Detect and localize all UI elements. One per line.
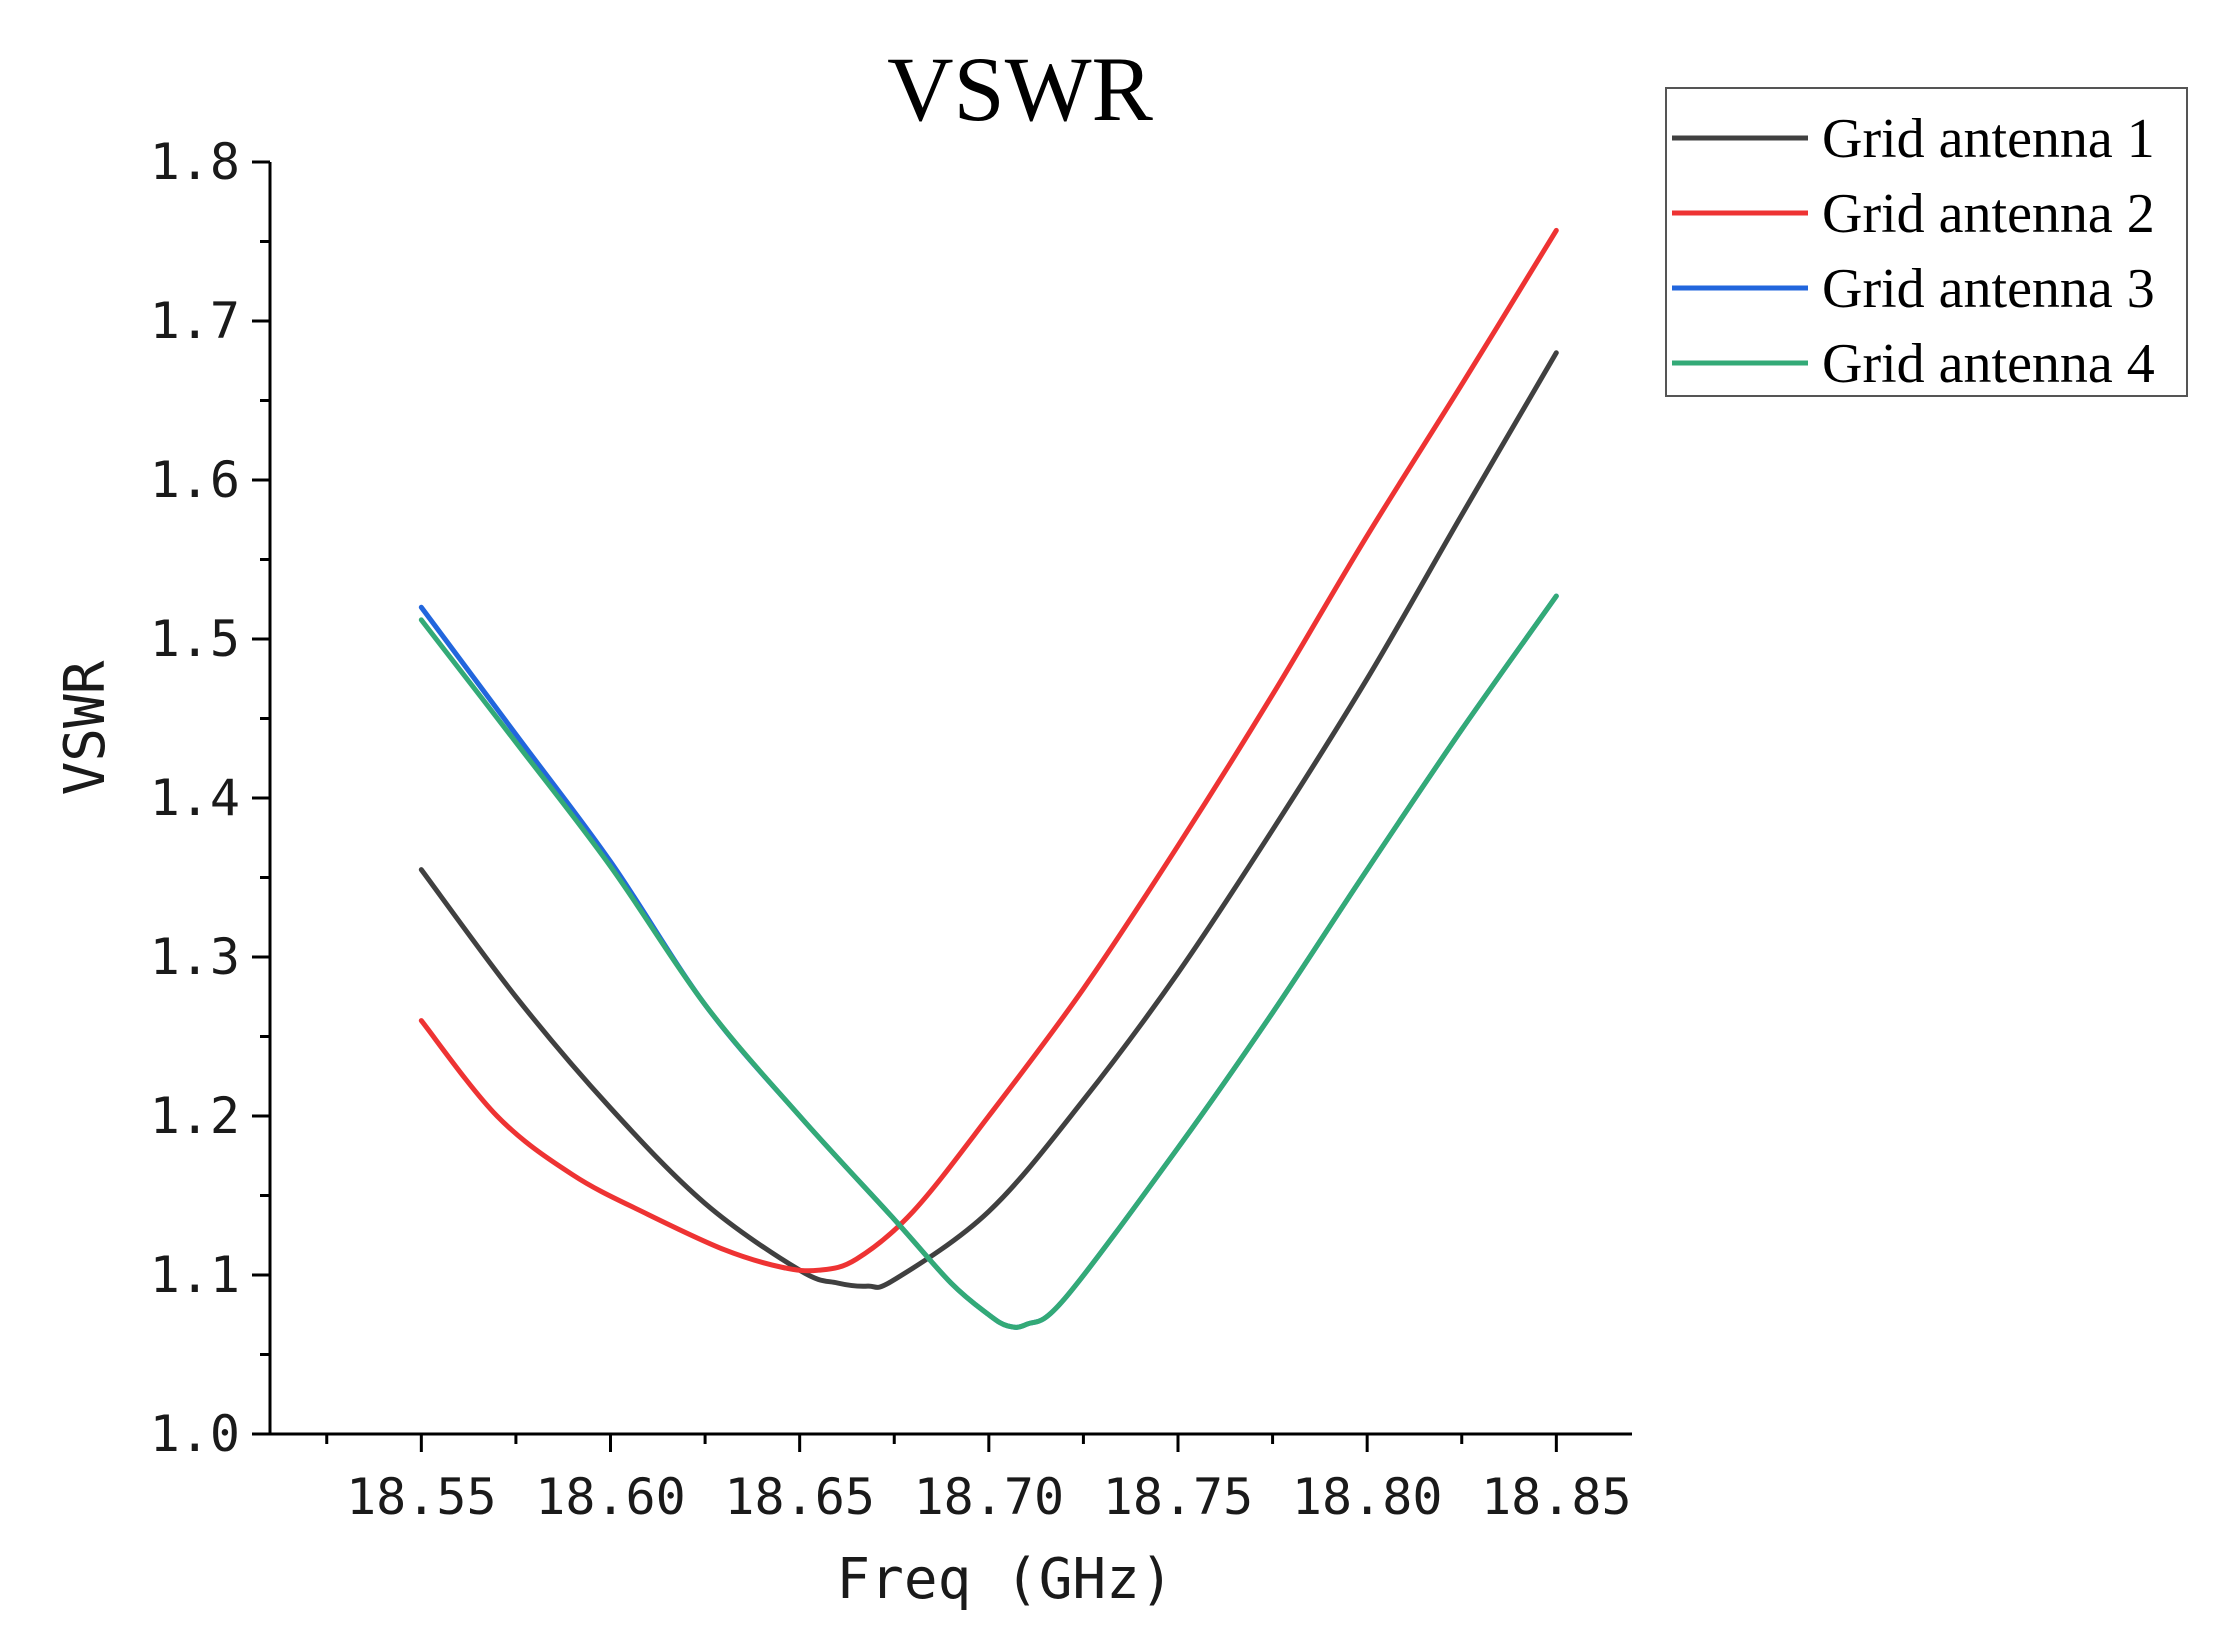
x-tick-label: 18.85 — [1481, 1468, 1632, 1526]
y-tick-label: 1.2 — [150, 1087, 240, 1145]
y-ticks: 1.0 1.1 1.2 1.3 1.4 1.5 1.6 1.7 1.8 — [150, 133, 270, 1463]
x-tick-label: 18.65 — [724, 1468, 875, 1526]
series-line-grid-antenna-2 — [418, 227, 1559, 1274]
chart-title: VSWR — [887, 38, 1153, 140]
x-tick-label: 18.80 — [1292, 1468, 1443, 1526]
x-tick-label: 18.55 — [346, 1468, 497, 1526]
legend-items: Grid antenna 1 Grid antenna 2 Grid antenna… — [1672, 108, 2155, 395]
x-axis-title: Freq (GHz) — [836, 1547, 1173, 1612]
legend-label: Grid antenna 2 — [1822, 183, 2155, 245]
x-tick-label: 18.70 — [914, 1468, 1065, 1526]
x-ticks: 18.55 18.60 18.65 18.70 18.75 18.80 18.85 — [325, 1434, 1632, 1526]
legend: Grid antenna 1 Grid antenna 2 Grid antenna… — [1665, 87, 2188, 397]
x-tick-label: 18.60 — [535, 1468, 686, 1526]
legend-label: Grid antenna 3 — [1822, 258, 2155, 320]
series-group — [418, 227, 1559, 1330]
y-tick-label: 1.5 — [150, 610, 240, 668]
legend-label: Grid antenna 1 — [1822, 108, 2155, 170]
series-line-grid-antenna-3 — [418, 593, 1559, 1330]
series-line-grid-antenna-4 — [418, 593, 1559, 1330]
x-tick-label: 18.75 — [1103, 1468, 1254, 1526]
y-tick-label: 1.8 — [150, 133, 240, 191]
y-tick-label: 1.4 — [150, 769, 240, 827]
y-tick-label: 1.0 — [150, 1405, 240, 1463]
legend-label: Grid antenna 4 — [1822, 333, 2155, 395]
y-axis-title: VSWR — [53, 660, 118, 795]
y-tick-label: 1.7 — [150, 292, 240, 350]
y-tick-label: 1.6 — [150, 451, 240, 509]
y-tick-label: 1.3 — [150, 928, 240, 986]
series-line-grid-antenna-1 — [418, 350, 1559, 1290]
y-tick-label: 1.1 — [150, 1246, 240, 1304]
